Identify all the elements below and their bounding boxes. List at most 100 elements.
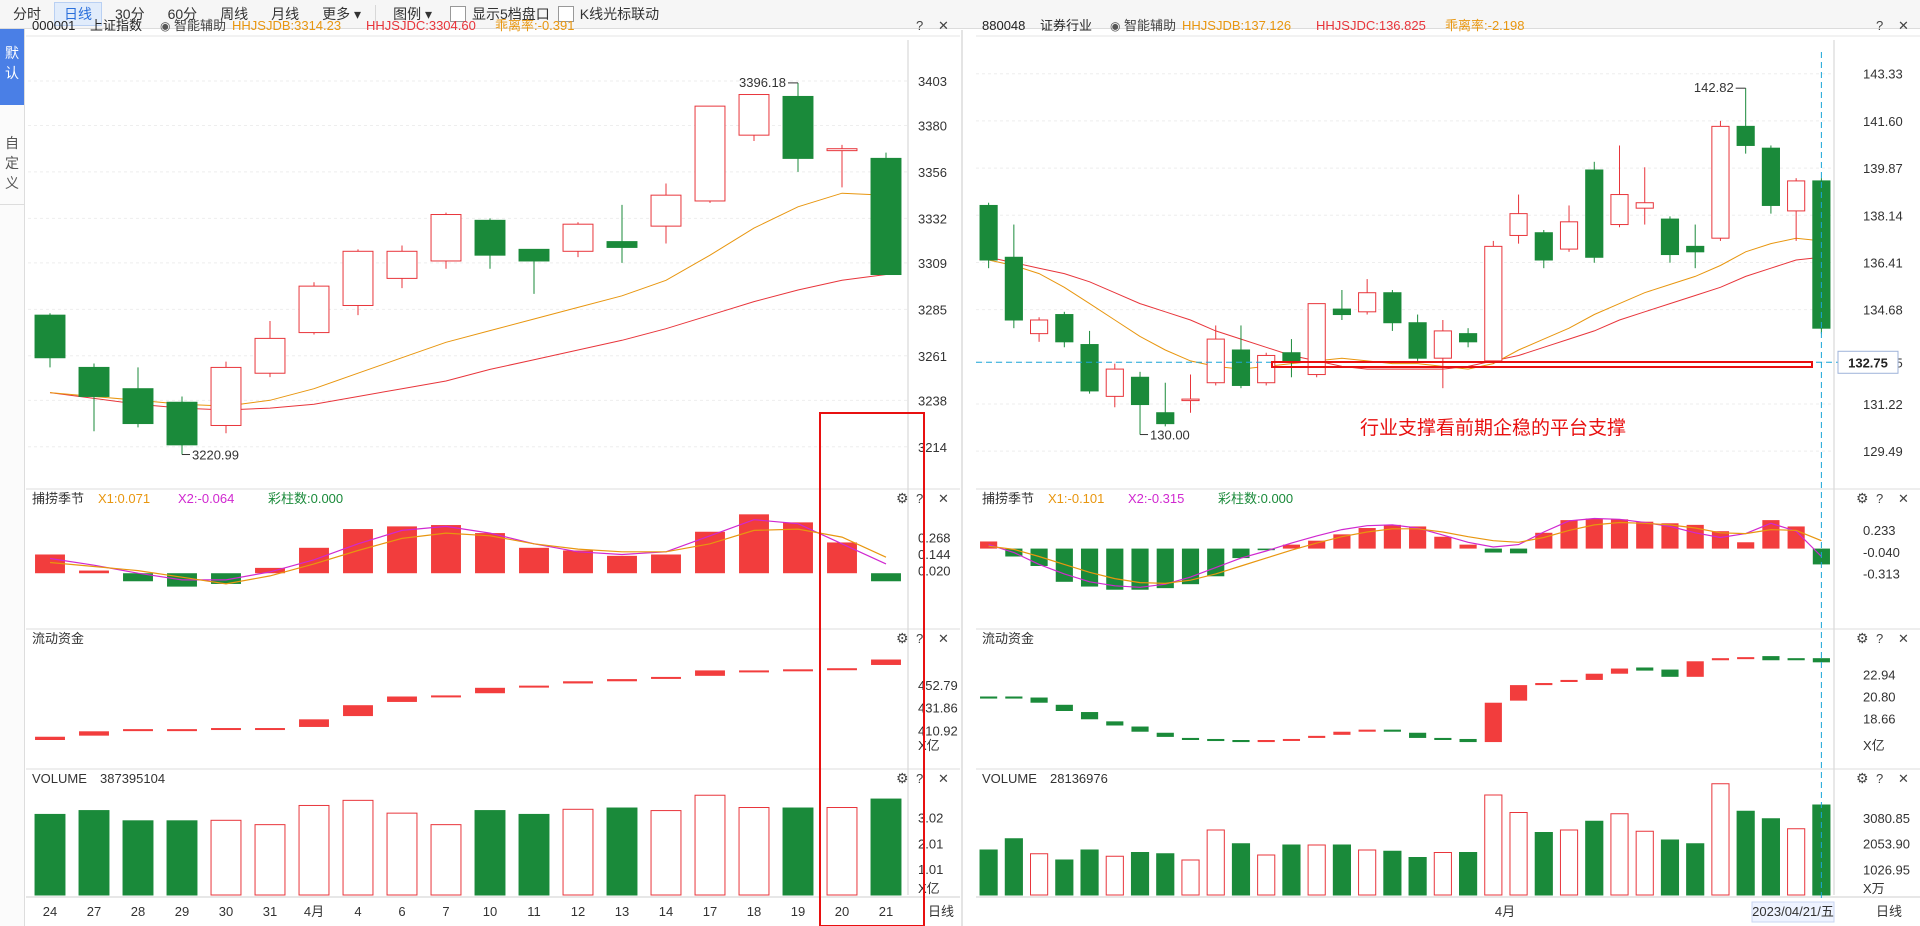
flow-bar xyxy=(1383,729,1401,732)
candle-body xyxy=(1030,319,1049,335)
indicator-bar xyxy=(387,526,417,574)
checkbox-icon xyxy=(450,6,466,22)
hhjsjdb-value: HHJSJDB:3314.23 xyxy=(232,18,341,33)
support-annotation: 行业支撑看前期企稳的平台支撑 xyxy=(1360,417,1626,439)
indicator-x1-line xyxy=(49,519,887,581)
volume-bar xyxy=(1660,839,1680,896)
volume-bar xyxy=(1231,843,1251,896)
period-tab-weekly[interactable]: 周线 xyxy=(220,6,249,22)
help-icon: ? xyxy=(1876,631,1883,646)
candle-body xyxy=(1635,202,1654,209)
close-icon: ✕ xyxy=(938,631,949,646)
volume-bar xyxy=(1206,829,1225,896)
y-tick-label: 143.33 xyxy=(1863,67,1903,82)
volume-bar xyxy=(34,813,66,896)
volume-bar xyxy=(1358,849,1377,896)
indicator-bar xyxy=(1080,548,1099,587)
candle-body xyxy=(979,204,998,261)
volume-bar xyxy=(1307,844,1326,896)
y-tick-label: -0.040 xyxy=(1863,545,1900,560)
date-cursor-box xyxy=(1751,901,1835,923)
crosshair-price-label: 132.75 xyxy=(1848,355,1888,370)
volume-bar xyxy=(1761,818,1780,896)
volume-bar xyxy=(1559,829,1579,896)
flow-bar xyxy=(1080,712,1099,720)
sidebar-tab-custom[interactable]: 自定义 xyxy=(0,105,24,205)
x-tick-label: 12 xyxy=(571,904,585,919)
volume-bar xyxy=(166,820,198,896)
y-tick-label: 3380 xyxy=(918,118,947,133)
toolbar-divider xyxy=(375,5,377,23)
volume-bar xyxy=(1534,832,1553,896)
candle-body xyxy=(1358,292,1377,313)
y-tick-label: 138.14 xyxy=(1863,208,1903,223)
flow-bar xyxy=(1005,696,1023,699)
volume-bar xyxy=(1130,852,1150,896)
checkbox-icon xyxy=(557,6,574,22)
candle-body xyxy=(1383,292,1402,324)
flow-bar xyxy=(431,695,461,698)
sidebar: 默认 自定义 xyxy=(0,29,25,926)
sidebar-tab-default[interactable]: 默认 xyxy=(0,29,24,105)
candle-body xyxy=(1055,314,1074,343)
volume-unit-label: X万 xyxy=(1863,881,1885,896)
show5-label: 显示5档盘口 xyxy=(472,6,550,22)
volume-bar xyxy=(738,807,770,896)
volume-bar xyxy=(1408,857,1427,896)
y-tick-label: 3238 xyxy=(918,393,947,408)
more-dropdown[interactable]: 更多 ▾ xyxy=(312,2,371,26)
flow-bar xyxy=(79,731,109,736)
y-tick-label: 134.68 xyxy=(1863,303,1903,318)
indicator-bar xyxy=(1434,536,1452,549)
period-tab-monthly[interactable]: 月线 xyxy=(271,6,300,22)
x-tick-label: 10 xyxy=(483,904,497,919)
candle-body xyxy=(1787,180,1806,212)
flow-bar xyxy=(1181,737,1200,740)
indicator-name: 捕捞季节 xyxy=(32,491,84,506)
legend-dropdown[interactable]: 图例 ▾ xyxy=(383,2,442,26)
volume-bar xyxy=(1004,838,1023,896)
candle-body xyxy=(1181,398,1200,402)
settings-gear-icon: ⚙ xyxy=(1856,770,1869,786)
flow-bar xyxy=(1055,704,1073,711)
candle-body xyxy=(1610,194,1629,226)
candle-body xyxy=(870,157,902,276)
flow-bar xyxy=(1409,732,1427,738)
period-tab-intraday[interactable]: 分时 xyxy=(13,6,41,22)
y-tick-label: 2.01 xyxy=(918,837,943,852)
period-tab-60min[interactable]: 60分 xyxy=(167,6,198,22)
indicator-bar xyxy=(255,567,285,574)
volume-bar xyxy=(298,804,330,896)
indicator-bar xyxy=(1282,544,1301,549)
show5-checkbox[interactable]: 显示5档盘口 xyxy=(450,4,550,24)
candle-body xyxy=(1282,352,1301,362)
y-tick-label: 3309 xyxy=(918,256,947,271)
volume-name: VOLUME xyxy=(982,771,1037,786)
indicator-bar xyxy=(1585,518,1603,549)
volume-bar xyxy=(122,820,154,896)
flow-bar xyxy=(827,668,857,671)
flow-bar xyxy=(1358,729,1376,732)
volume-bar xyxy=(782,807,814,896)
candle-body xyxy=(254,337,286,374)
y-tick-label: 129.49 xyxy=(1863,444,1903,459)
indicator-bar xyxy=(1661,523,1679,549)
indicator-bar xyxy=(519,547,549,574)
indicator-bar xyxy=(1636,521,1654,549)
indicator-bar xyxy=(343,529,373,574)
sidebar-tab-custom-label: 自定义 xyxy=(5,135,19,191)
flow-bar xyxy=(1535,683,1553,686)
flow-bar xyxy=(1257,740,1275,743)
x-tick-label: 29 xyxy=(175,904,189,919)
candle-body xyxy=(1484,245,1503,362)
close-icon: ✕ xyxy=(1898,631,1909,646)
period-tab-30min[interactable]: 30分 xyxy=(115,6,145,22)
candle-body xyxy=(166,401,198,446)
candle-body xyxy=(1408,322,1427,359)
x-tick-label: 14 xyxy=(659,904,673,919)
indicator-bar-count: 彩柱数:0.000 xyxy=(1218,491,1293,506)
indicator-bar xyxy=(1686,524,1704,549)
cursor-link-checkbox[interactable]: K线光标联动 xyxy=(557,4,659,24)
period-tab-daily[interactable]: 日线 xyxy=(54,2,102,26)
flow-bar xyxy=(871,659,901,665)
